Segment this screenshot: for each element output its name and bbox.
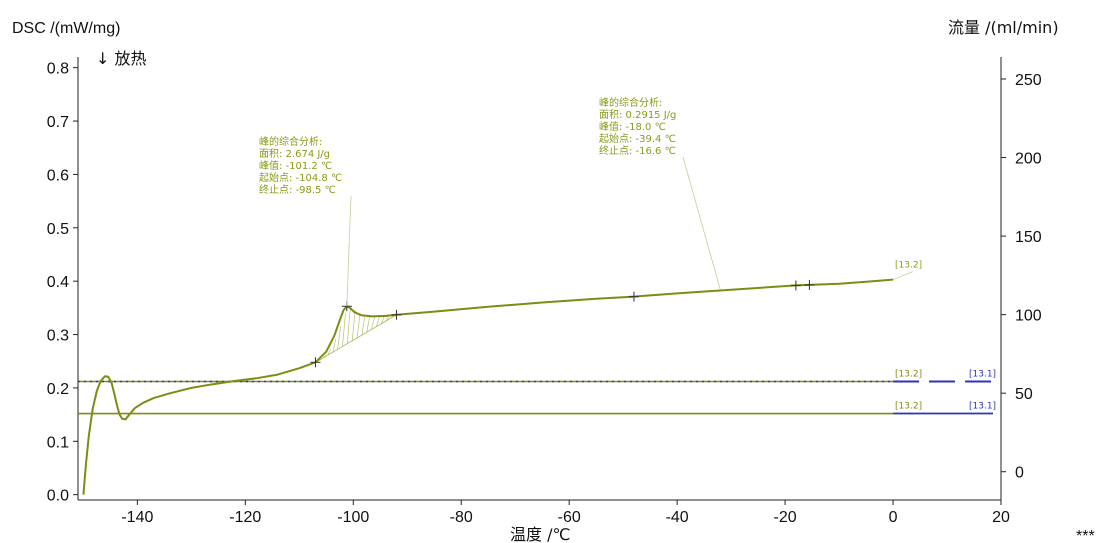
annotation-line: 峰的综合分析: [259, 135, 322, 148]
annotation-line: 终止点: -16.6 ℃ [599, 144, 676, 157]
hatch-line [361, 315, 366, 336]
x-tick-label: -120 [229, 509, 261, 526]
right-axis-title: 流量 /(ml/min) [948, 18, 1059, 37]
y-right-tick-label: 150 [1015, 229, 1042, 246]
flow-tag-left: [13.2] [895, 370, 922, 380]
hatch-line [346, 306, 351, 344]
peak-baseline [315, 314, 397, 363]
y-left-tick-label: 0.1 [47, 434, 69, 451]
peak-integration-hatch [315, 306, 399, 363]
hatch-line [371, 316, 375, 330]
annotation-line: 面积: 2.674 J/g [259, 148, 330, 160]
hatch-line [376, 316, 380, 327]
axes: -140 -120 -100 -80 -60 -40 -20 0 20 0.0 0.1 0.2 0.3 0… [47, 57, 1042, 526]
peak-markers [310, 279, 815, 368]
footnote: *** [1076, 528, 1095, 543]
y-left-tick-label: 0.8 [47, 61, 69, 78]
annotation-line: 起始点: -39.4 ℃ [599, 132, 676, 145]
annotation-leader [682, 156, 721, 290]
hatch-line [327, 348, 332, 356]
flow-tag-left: [13.2] [895, 402, 922, 412]
annotation-line: 峰值: -18.0 ℃ [599, 120, 666, 133]
annotation-line: 终止点: -98.5 ℃ [259, 183, 336, 196]
y-right-tick-label: 50 [1015, 386, 1033, 403]
y-left-tick-label: 0.0 [47, 488, 69, 505]
x-tick-label: -20 [774, 509, 797, 526]
y-right-tick-label: 200 [1015, 151, 1042, 168]
annotation-line: 面积: 0.2915 J/g [599, 109, 676, 121]
curve-end-tag: [13.2] [895, 261, 922, 271]
hatch-line [366, 315, 371, 333]
y-left-tick-label: 0.2 [47, 381, 69, 398]
annotation-leader [346, 195, 352, 307]
x-axis-title: 温度 /℃ [510, 525, 570, 543]
x-tick-label: -40 [666, 509, 689, 526]
hatch-line [385, 315, 390, 321]
y-left-tick-label: 0.7 [47, 114, 69, 131]
y-right-tick-label: 0 [1015, 465, 1024, 482]
left-axis-title: DSC /(mW/mg) [12, 20, 120, 37]
dsc-curve: [13.2] [82, 261, 922, 495]
flow-tag-right: [13.1] [969, 402, 996, 412]
hatch-line [332, 338, 337, 353]
x-tick-label: -140 [121, 509, 153, 526]
annotation-line: 起始点: -104.8 ℃ [259, 171, 342, 184]
x-tick-label: -80 [450, 509, 473, 526]
annotation-line: 峰的综合分析: [599, 96, 662, 109]
y-right-tick-label: 100 [1015, 308, 1042, 325]
hatch-line [356, 313, 361, 338]
x-tick-label: 0 [889, 509, 898, 526]
dsc-series-line [82, 278, 894, 495]
y-left-tick-label: 0.4 [47, 274, 69, 291]
y-right-tick-label: 250 [1015, 72, 1042, 89]
x-tick-label: -60 [558, 509, 581, 526]
y-left-tick-label: 0.5 [47, 221, 69, 238]
x-tick-label: 20 [992, 509, 1010, 526]
hatch-line [381, 315, 385, 324]
curve-end-leader [892, 271, 914, 280]
flow-tag-right: [13.1] [969, 370, 996, 380]
y-left-tick-label: 0.3 [47, 328, 69, 345]
hatch-line [342, 312, 346, 347]
exo-direction-label: ↓ 放热 [96, 49, 147, 68]
x-tick-label: -100 [337, 509, 369, 526]
reference-lines: [13.2] [13.1] [13.2] [13.1] [78, 370, 996, 415]
y-left-tick-label: 0.6 [47, 167, 69, 184]
hatch-line [337, 326, 341, 350]
hatch-line [351, 309, 356, 341]
annotation-line: 峰值: -101.2 ℃ [259, 159, 332, 172]
